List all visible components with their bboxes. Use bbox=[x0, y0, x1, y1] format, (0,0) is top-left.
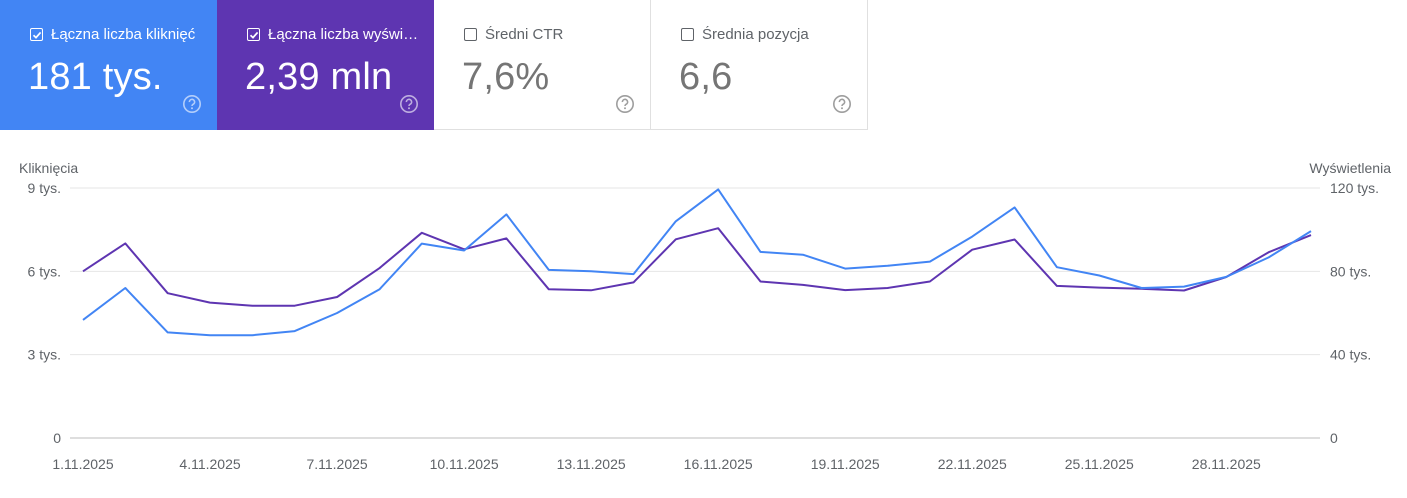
x-tick-label: 25.11.2025 bbox=[1065, 456, 1134, 472]
card-total-impressions[interactable]: Łączna liczba wyświetleń 2,39 mln bbox=[217, 0, 434, 130]
x-tick-label: 13.11.2025 bbox=[557, 456, 626, 472]
x-tick-label: 10.11.2025 bbox=[430, 456, 499, 472]
card-header: Łączna liczba wyświetleń bbox=[247, 26, 420, 43]
impressions-series-line[interactable] bbox=[82, 227, 1312, 307]
checkbox-checked-icon[interactable] bbox=[30, 28, 43, 41]
card-label: Łączna liczba kliknięć bbox=[51, 26, 196, 43]
card-header: Średni CTR bbox=[464, 26, 563, 43]
x-tick-label: 7.11.2025 bbox=[306, 456, 367, 472]
grid-lines bbox=[70, 187, 1320, 439]
checkbox-checked-icon[interactable] bbox=[247, 28, 260, 41]
card-value: 2,39 mln bbox=[245, 56, 393, 98]
right-tick-label: 0 bbox=[1330, 430, 1338, 446]
card-label: Łączna liczba wyświetleń bbox=[268, 26, 420, 43]
help-circle-icon[interactable] bbox=[615, 94, 635, 114]
card-label: Średni CTR bbox=[485, 26, 564, 43]
help-circle-icon[interactable] bbox=[399, 94, 419, 114]
clicks-series-line[interactable] bbox=[82, 188, 1312, 337]
card-header: Średnia pozycja bbox=[681, 26, 809, 43]
checkbox-unchecked-icon[interactable] bbox=[464, 28, 477, 41]
card-average-position[interactable]: Średnia pozycja 6,6 bbox=[651, 0, 868, 130]
x-tick-label: 1.11.2025 bbox=[52, 456, 113, 472]
x-tick-label: 22.11.2025 bbox=[938, 456, 1007, 472]
card-average-ctr[interactable]: Średni CTR 7,6% bbox=[434, 0, 651, 130]
help-circle-icon[interactable] bbox=[832, 94, 852, 114]
chart-svg[interactable]: Kliknięcia Wyświetlenia 9 tys. 120 tys. 6 … bbox=[0, 150, 1407, 490]
right-tick-label: 80 tys. bbox=[1330, 263, 1371, 279]
left-tick-label: 6 tys. bbox=[28, 263, 61, 279]
checkbox-unchecked-icon[interactable] bbox=[681, 28, 694, 41]
left-axis-title: Kliknięcia bbox=[19, 160, 78, 176]
left-tick-label: 0 bbox=[53, 430, 61, 446]
axis-ticks: 9 tys. 120 tys. 6 tys. 80 tys. 3 tys. 40 tys.… bbox=[28, 180, 1380, 472]
help-circle-icon[interactable] bbox=[182, 94, 202, 114]
card-label: Średnia pozycja bbox=[702, 26, 809, 43]
right-tick-label: 120 tys. bbox=[1330, 180, 1379, 196]
x-tick-label: 16.11.2025 bbox=[684, 456, 753, 472]
card-value: 181 tys. bbox=[28, 56, 163, 98]
card-header: Łączna liczba kliknięć bbox=[30, 26, 195, 43]
left-tick-label: 3 tys. bbox=[28, 347, 61, 363]
card-total-clicks[interactable]: Łączna liczba kliknięć 181 tys. bbox=[0, 0, 217, 130]
performance-chart[interactable]: Kliknięcia Wyświetlenia 9 tys. 120 tys. 6 … bbox=[0, 150, 1407, 490]
left-tick-label: 9 tys. bbox=[28, 180, 61, 196]
x-tick-label: 4.11.2025 bbox=[179, 456, 240, 472]
right-axis-title: Wyświetlenia bbox=[1309, 160, 1391, 176]
card-value: 7,6% bbox=[462, 56, 550, 98]
series-lines bbox=[82, 188, 1312, 337]
metric-cards: Łączna liczba kliknięć 181 tys. Łączna l… bbox=[0, 0, 868, 130]
card-value: 6,6 bbox=[679, 56, 733, 98]
x-tick-label: 28.11.2025 bbox=[1192, 456, 1261, 472]
right-tick-label: 40 tys. bbox=[1330, 347, 1371, 363]
x-tick-label: 19.11.2025 bbox=[811, 456, 880, 472]
